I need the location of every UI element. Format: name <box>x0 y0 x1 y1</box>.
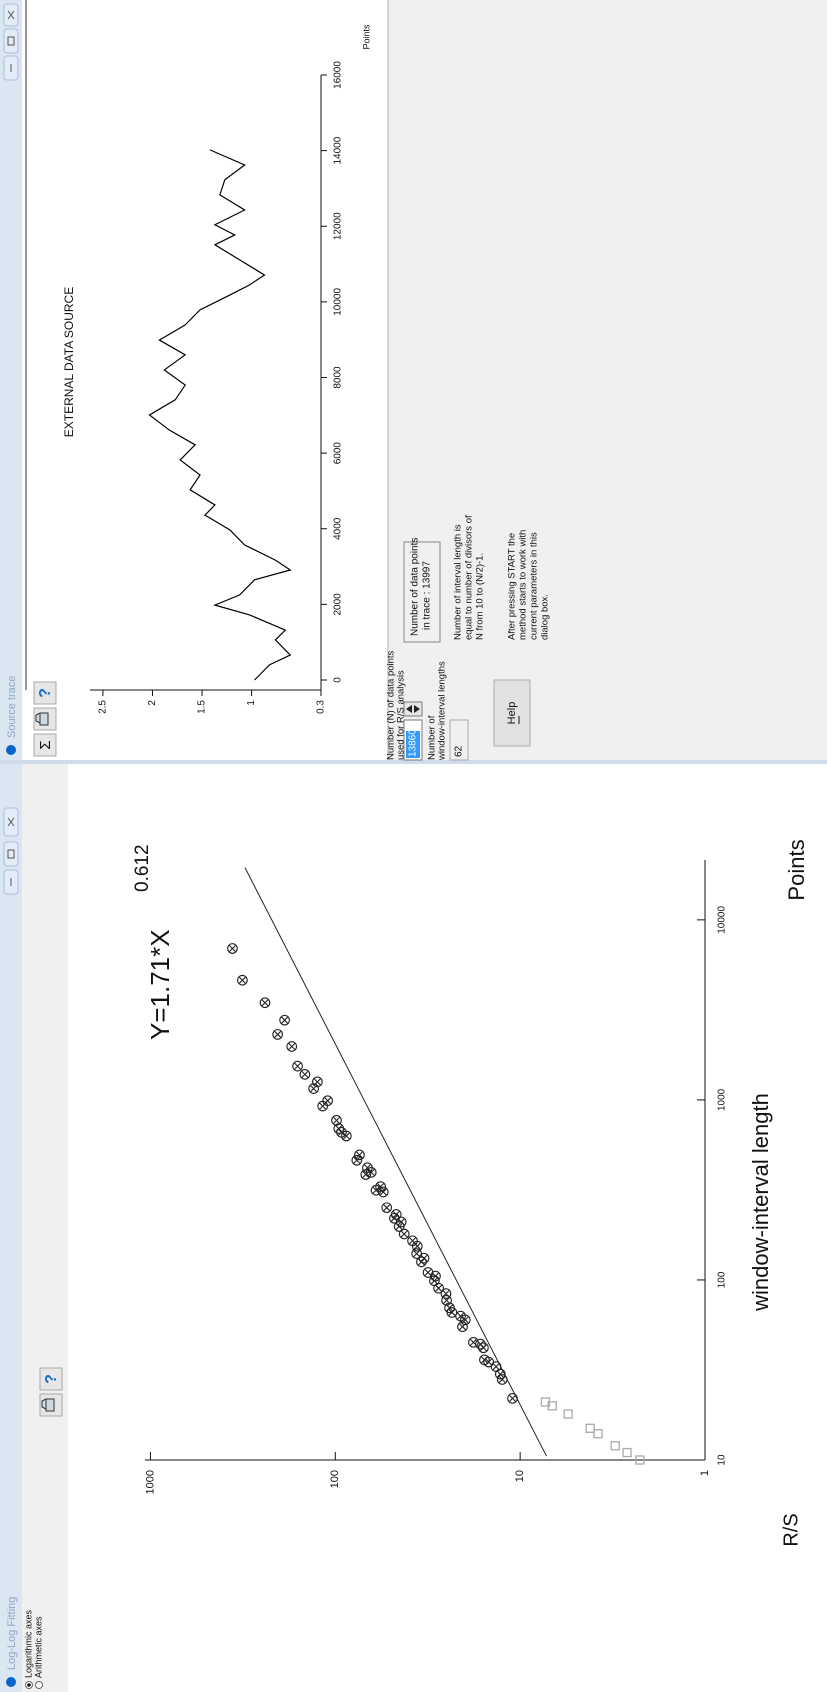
x-tick-label: 4000 <box>333 517 344 540</box>
x-tick-label: 8000 <box>333 366 344 389</box>
sigma-label: Σ <box>37 740 54 749</box>
log-log-window <box>0 762 827 1692</box>
x-tick-label: 14000 <box>333 136 344 164</box>
x-tick-label: 10 <box>717 1454 728 1466</box>
window-controls <box>4 808 18 894</box>
radio-label: Logarithmic axes <box>23 1609 33 1678</box>
start-note: method starts to work with <box>518 530 529 640</box>
windows-value: 62 <box>454 745 465 757</box>
x-tick-label: 6000 <box>333 442 344 465</box>
x-tick-label: 10000 <box>333 288 344 316</box>
y-tick-label: 1 <box>246 700 257 706</box>
x-tick-label: 2000 <box>333 593 344 616</box>
help-icon: ? <box>43 1374 60 1384</box>
x-axis-label: window-interval length <box>748 1093 773 1312</box>
window-title: Log-Log Fitting <box>6 1597 18 1670</box>
radio-label: Arithmetic axes <box>33 1616 43 1678</box>
help-icon: ? <box>37 688 54 698</box>
y-tick-label: 1000 <box>144 1470 156 1494</box>
equation-exponent: 0.612 <box>132 844 153 892</box>
equation: Y=1.71*X <box>145 929 175 1040</box>
title-bar <box>0 0 22 760</box>
radio-button[interactable] <box>36 1682 43 1689</box>
n-label: used for R/S analysis <box>396 670 407 760</box>
y-tick-label: 0.3 <box>316 700 327 714</box>
window-controls <box>4 4 18 80</box>
trace-info: Number of data points <box>410 538 421 636</box>
x-tick-label: 0 <box>333 677 344 683</box>
x-tick-label: 12000 <box>333 212 344 240</box>
x-tick-label: 1000 <box>717 1088 728 1111</box>
y-tick-label: 10 <box>514 1470 526 1482</box>
y-tick-label: 1 <box>699 1470 711 1476</box>
x-axis-label: Points <box>361 24 371 50</box>
window-border <box>0 760 827 764</box>
y-tick-label: 1.5 <box>197 700 208 714</box>
x-tick-label: 100 <box>717 1271 728 1288</box>
y-tick-label: 100 <box>329 1470 341 1488</box>
screen: Log-Log Fitting Logarithmic axes Arithme… <box>0 0 827 1692</box>
trace-info: in trace : 13997 <box>422 561 433 630</box>
chart-title: EXTERNAL DATA SOURCE <box>62 287 76 437</box>
start-note: current parameters in this <box>529 532 540 640</box>
start-note: After pressing START the <box>507 533 518 640</box>
windows-label: window-interval lengths <box>437 661 448 761</box>
interval-note: equal to number of divisors of <box>464 515 475 640</box>
interval-note: N from 10 to (N/2)-1. <box>475 553 486 640</box>
y-tick-label: 2 <box>147 700 158 706</box>
maximize-button[interactable] <box>4 29 18 53</box>
n-value: 13860 <box>408 729 419 757</box>
landscape-view: Log-Log Fitting Logarithmic axes Arithme… <box>0 0 827 1692</box>
window-title: Source trace <box>6 676 18 738</box>
app-icon <box>6 1677 16 1687</box>
maximize-button[interactable] <box>4 842 18 866</box>
source-window <box>0 0 388 760</box>
interval-note: Number of interval length is <box>453 524 464 640</box>
x-tick-label: 16000 <box>333 61 344 89</box>
toolbar <box>22 764 68 1692</box>
help-label: Help <box>506 702 518 725</box>
radio-dot <box>27 1683 31 1687</box>
x-axis-unit: Points <box>784 839 809 900</box>
title-bar <box>0 762 22 1692</box>
start-note: dialog box. <box>540 594 551 640</box>
y-axis-label: R/S <box>780 1513 802 1546</box>
x-tick-label: 10000 <box>717 906 728 934</box>
app-icon <box>6 745 16 755</box>
y-tick-label: 2.5 <box>98 700 109 714</box>
